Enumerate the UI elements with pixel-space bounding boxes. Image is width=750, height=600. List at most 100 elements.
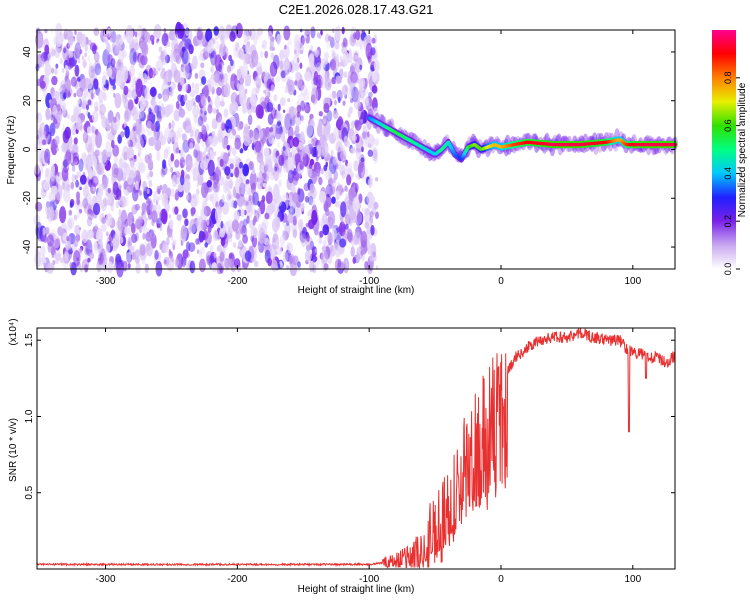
noise-blob — [318, 33, 322, 40]
noise-blob — [212, 183, 219, 193]
noise-blob — [354, 100, 361, 110]
noise-blob — [230, 73, 238, 91]
noise-blob — [232, 129, 237, 136]
noise-blob — [192, 55, 198, 70]
noise-blob — [264, 186, 268, 193]
noise-blob — [38, 258, 44, 267]
noise-blob — [223, 29, 230, 40]
noise-blob — [294, 80, 298, 86]
noise-blob — [300, 202, 305, 212]
noise-blob — [104, 118, 110, 127]
noise-blob — [257, 208, 261, 218]
noise-blob — [315, 61, 322, 72]
noise-blob — [137, 136, 144, 151]
noise-blob — [248, 194, 252, 202]
noise-blob — [312, 255, 317, 263]
noise-blob — [325, 184, 333, 198]
noise-blob — [203, 114, 207, 123]
noise-blob — [244, 43, 251, 54]
noise-blob — [244, 250, 252, 262]
noise-blob — [53, 36, 58, 46]
noise-blob — [339, 56, 343, 61]
noise-blob — [309, 158, 315, 166]
noise-blob — [123, 98, 130, 110]
spectrogram-y-ticks: -40 -20 0 20 40 — [22, 46, 675, 254]
noise-blob — [216, 245, 222, 252]
noise-blob — [255, 61, 263, 76]
noise-blob — [79, 186, 82, 191]
noise-blob — [47, 241, 53, 253]
noise-blob — [94, 224, 99, 230]
noise-blob — [304, 195, 310, 203]
noise-blob — [274, 167, 278, 172]
noise-blob — [101, 204, 105, 209]
noise-blob — [346, 228, 353, 242]
noise-blob — [273, 167, 280, 182]
noise-blob — [65, 78, 71, 91]
noise-blob — [292, 255, 299, 266]
noise-blob — [235, 229, 241, 240]
snr-frame — [36, 327, 676, 570]
noise-blob — [133, 42, 140, 51]
noise-blob — [198, 258, 206, 273]
noise-blob — [258, 129, 264, 139]
noise-blob — [39, 80, 46, 89]
noise-blob — [210, 150, 215, 160]
colorbar-ticks: 0.0 0.2 0.4 0.6 0.8 — [723, 72, 740, 275]
noise-blob — [52, 104, 57, 116]
noise-blob — [49, 122, 56, 137]
noise-blob — [132, 106, 138, 116]
snr-panel: -300 -200 -100 0 100 0.5 1.0 1.5 Height of str… — [8, 318, 676, 595]
noise-blob — [133, 155, 137, 160]
noise-blob — [355, 29, 361, 41]
noise-blob — [51, 164, 56, 175]
noise-blob — [174, 159, 180, 168]
noise-blob — [235, 42, 240, 49]
noise-blob — [269, 155, 275, 163]
noise-blob — [330, 185, 335, 195]
noise-blob — [183, 178, 191, 193]
noise-blob — [171, 38, 179, 52]
noise-blob — [156, 151, 161, 162]
noise-blob — [267, 113, 274, 125]
noise-blob — [246, 215, 250, 224]
noise-blob — [301, 106, 305, 112]
noise-blob — [170, 188, 175, 197]
noise-blob — [151, 71, 156, 79]
noise-blob — [176, 214, 182, 221]
noise-blob — [242, 52, 249, 65]
noise-blob — [347, 85, 355, 100]
noise-blob — [156, 105, 163, 120]
noise-blob — [161, 108, 166, 116]
noise-blob — [332, 156, 338, 166]
noise-blob — [281, 133, 286, 143]
noise-blob — [369, 211, 374, 218]
noise-blob — [38, 146, 44, 159]
noise-blob — [57, 227, 64, 237]
noise-blob — [76, 77, 81, 82]
noise-blob — [331, 50, 336, 60]
noise-blob — [134, 31, 138, 38]
noise-blob — [304, 29, 310, 37]
noise-blob — [71, 116, 74, 121]
noise-blob — [204, 242, 208, 248]
noise-blob — [284, 60, 291, 76]
noise-blob — [76, 87, 84, 98]
colorbar-gradient — [712, 30, 736, 269]
noise-blob — [201, 125, 207, 135]
noise-blob — [305, 223, 309, 228]
snr-x-label: Height of straight line (km) — [298, 584, 415, 595]
noise-blob — [244, 88, 248, 95]
noise-blob — [234, 258, 241, 269]
noise-blob — [64, 151, 72, 166]
x-tick-label: 0 — [498, 276, 504, 287]
noise-blob — [296, 104, 302, 114]
noise-blob — [373, 138, 380, 147]
noise-blob — [331, 227, 337, 240]
noise-blob — [71, 124, 77, 136]
noise-blob — [84, 44, 88, 52]
noise-blob — [94, 101, 99, 110]
noise-blob — [238, 179, 244, 188]
noise-blob — [204, 146, 208, 153]
noise-blob — [146, 197, 150, 205]
